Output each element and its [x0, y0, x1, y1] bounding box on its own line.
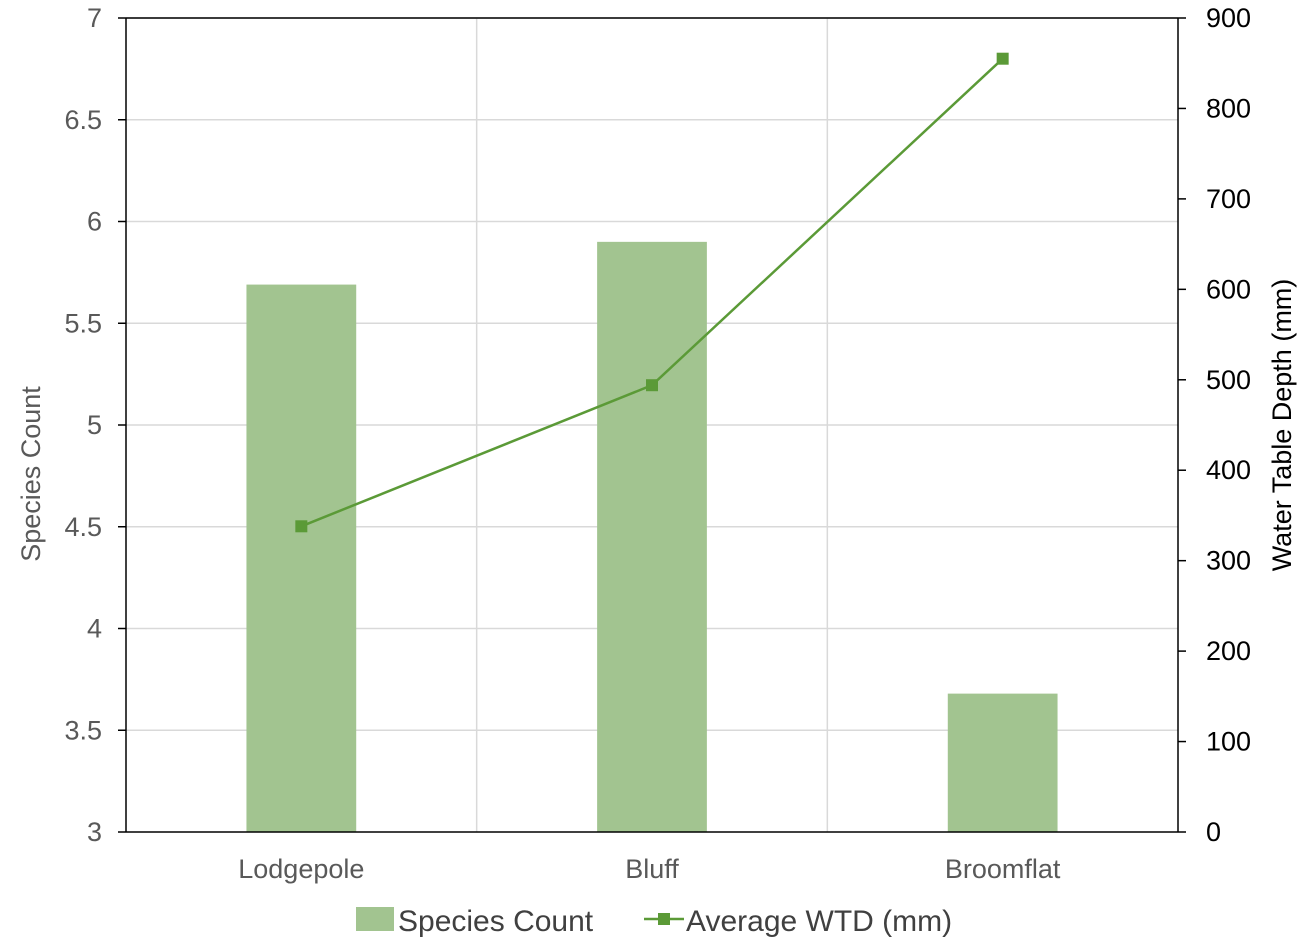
legend-marker-average-wtd — [658, 913, 670, 925]
y-left-tick-label: 4.5 — [64, 512, 102, 542]
point-average-wtd — [646, 379, 658, 392]
y-left-tick-label: 6 — [87, 207, 102, 237]
y-right-tick-label: 100 — [1206, 727, 1251, 757]
x-tick-label: Broomflat — [945, 854, 1061, 884]
x-tick-label: Bluff — [625, 854, 679, 884]
y-right-tick-label: 300 — [1206, 546, 1251, 576]
y-left-tick-label: 5.5 — [64, 308, 102, 338]
y-right-tick-label: 600 — [1206, 274, 1251, 304]
bar-species-count — [246, 284, 357, 833]
point-average-wtd — [996, 52, 1009, 65]
legend: Species Count Average WTD (mm) — [356, 905, 952, 938]
legend-swatch-species-count — [356, 907, 394, 931]
bar-species-count — [947, 693, 1058, 832]
y-right-tick-label: 200 — [1206, 636, 1251, 666]
y-left-tick-label: 3.5 — [64, 715, 102, 745]
y-right-tick-label: 700 — [1206, 184, 1251, 214]
y-left-tick-label: 4 — [87, 614, 102, 644]
y-right-tick-label: 800 — [1206, 93, 1251, 123]
bar-species-count — [597, 241, 707, 833]
point-average-wtd — [295, 520, 308, 533]
y-axis-right-title: Water Table Depth (mm) — [1267, 279, 1297, 572]
y-left-tick-label: 5 — [87, 410, 102, 440]
y-right-tick-label: 0 — [1206, 817, 1221, 847]
bar-layer — [246, 241, 1058, 833]
y-right-tick-label: 900 — [1206, 3, 1251, 33]
legend-label-species-count: Species Count — [398, 905, 594, 938]
y-right-tick-label: 400 — [1206, 455, 1251, 485]
x-tick-label: Lodgepole — [238, 854, 364, 884]
legend-label-average-wtd: Average WTD (mm) — [686, 905, 952, 938]
line-layer — [295, 52, 1009, 533]
y-right-tick-label: 500 — [1206, 365, 1251, 395]
y-axis-left-title: Species Count — [16, 386, 46, 562]
label-layer: 3 3.5 4 4.5 5 5.5 6 6.5 7 0 100 200 300 400 500 600 700 8… — [64, 3, 1251, 884]
y-left-tick-label: 7 — [87, 3, 102, 33]
axis-layer — [118, 17, 1186, 833]
y-left-tick-label: 3 — [87, 817, 102, 847]
y-left-tick-label: 6.5 — [64, 105, 102, 135]
